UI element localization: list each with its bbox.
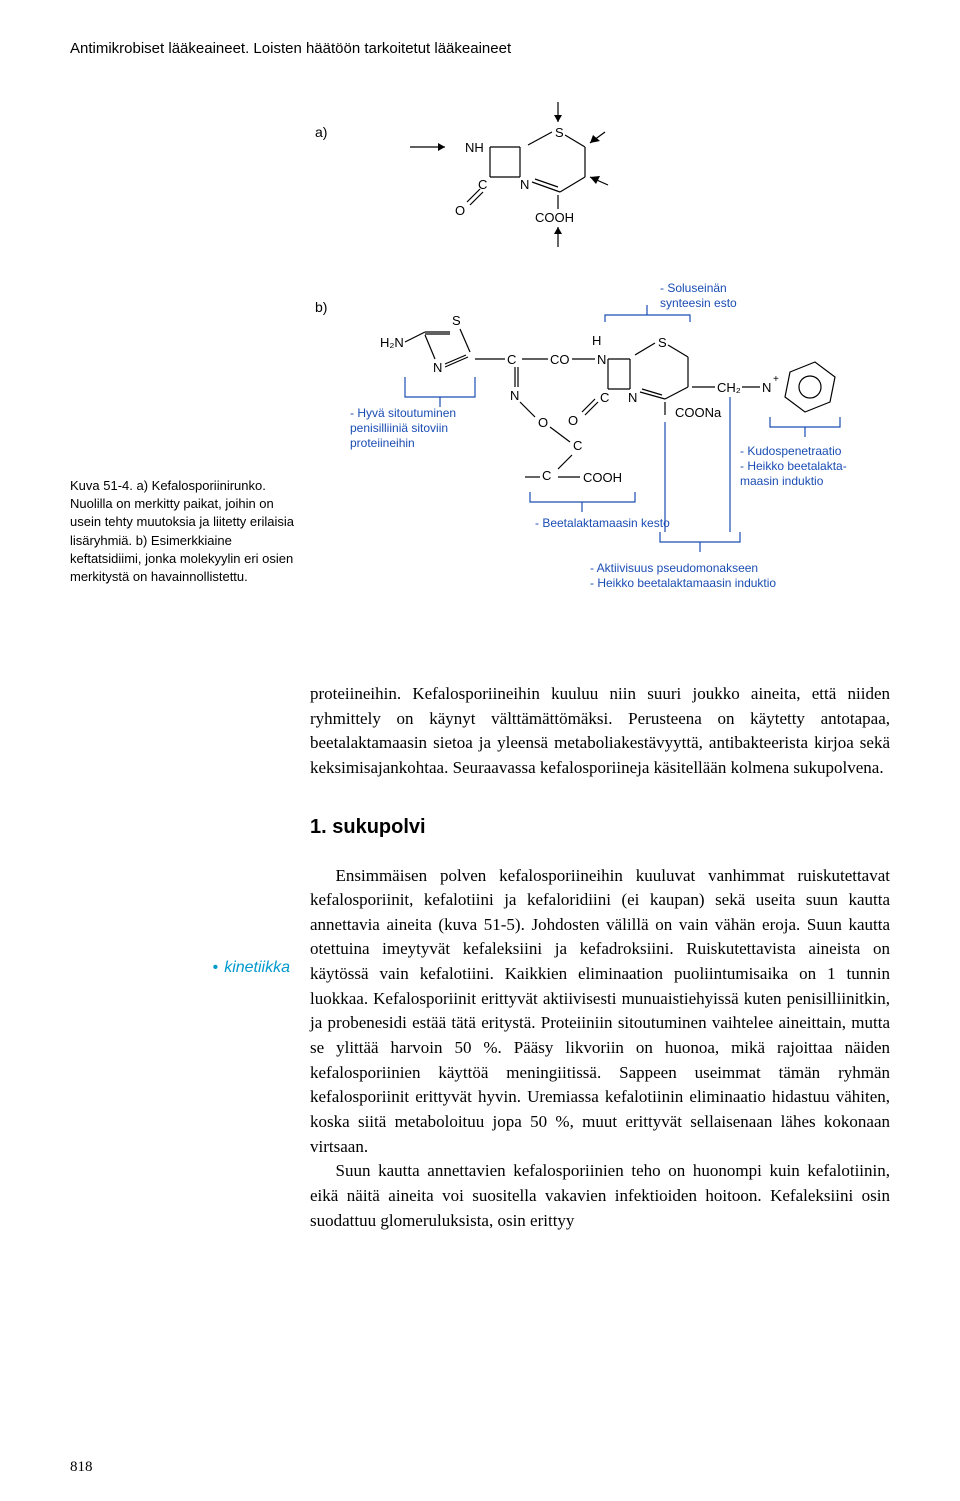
atom-coona: COONa [675, 405, 722, 420]
chemical-diagram: a) NH C N O S [310, 97, 890, 632]
atom-h2n: H₂N [380, 335, 404, 350]
figure-caption: Kuva 51-4. a) Kefalosporiinirunko. Nuoli… [70, 97, 310, 586]
atom-n-b2: N [510, 388, 519, 403]
panel-a-label: a) [315, 124, 327, 140]
atom-h-b: H [592, 333, 601, 348]
label-prot: proteiineihin [350, 436, 415, 450]
label-kudos: - Kudospenetraatio [740, 444, 842, 458]
margin-label-text: kinetiikka [224, 959, 290, 976]
bullet-icon: • [213, 959, 219, 976]
label-synteesin: synteesin esto [660, 296, 737, 310]
atom-n-b4: N [628, 390, 637, 405]
atom-s-a: S [555, 125, 564, 140]
margin-label-kinetiikka: • kinetiikka [70, 959, 290, 977]
body-paragraph-4: Suun kautta annettavien kefalosporiinien… [310, 1159, 890, 1233]
atom-n-b1: N [433, 360, 442, 375]
label-heikko2: - Heikko beetalaktamaasin induktio [590, 576, 776, 590]
atom-cooh-b: COOH [583, 470, 622, 485]
label-soluseinan: - Soluseinän [660, 281, 727, 295]
atom-cooh-a: COOH [535, 210, 574, 225]
label-aktiv: - Aktiivisuus pseudomonakseen [590, 561, 758, 575]
body-paragraph-1: proteiineihin. Kefalosporiineihin kuuluu… [310, 682, 890, 781]
label-heikko1: - Heikko beetalakta- [740, 459, 847, 473]
label-penis: penisilliiniä sitoviin [350, 421, 448, 435]
atom-nh: NH [465, 140, 484, 155]
atom-n-a: N [520, 177, 529, 192]
atom-o-b: O [568, 413, 578, 428]
atom-o-a: O [455, 203, 465, 218]
page-header: Antimikrobiset lääkeaineet. Loisten häät… [70, 40, 890, 57]
atom-plus: + [773, 374, 779, 385]
atom-n-b3: N [597, 352, 606, 367]
atom-c-b2: C [600, 390, 609, 405]
atom-n-plus: N [762, 380, 771, 395]
atom-co: CO [550, 352, 570, 367]
atom-s-b: S [452, 313, 461, 328]
atom-c-b4: C [542, 468, 551, 483]
heading-sukupolvi: 1. sukupolvi [310, 816, 890, 839]
caption-lead: Kuva 51-4. [70, 478, 133, 493]
atom-ch2: CH₂ [717, 380, 741, 395]
label-beetalakt: - Beetalaktamaasin kesto [535, 516, 670, 530]
atom-s-b2: S [658, 335, 667, 350]
page-number: 818 [70, 1459, 93, 1476]
atom-o-b2: O [538, 415, 548, 430]
body-paragraph-2: Ensimmäisen polven kefalosporiineihin ku… [310, 866, 890, 934]
caption-body: a) Kefalosporiinirunko. Nuolilla on merk… [70, 478, 294, 584]
panel-b-label: b) [315, 299, 327, 315]
label-hyva: - Hyvä sitoutuminen [350, 406, 456, 420]
label-maasin1: maasin induktio [740, 474, 824, 488]
figure-51-4: Kuva 51-4. a) Kefalosporiinirunko. Nuoli… [70, 97, 890, 632]
atom-c-b3: C [573, 438, 582, 453]
atom-c-b1: C [507, 352, 516, 367]
